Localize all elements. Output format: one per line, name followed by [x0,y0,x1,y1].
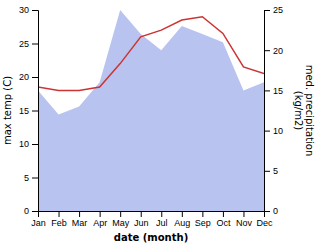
tick-label: Oct [216,218,231,228]
tick-mark [32,178,38,179]
tick-mark [161,211,162,217]
tick-mark [32,77,38,78]
tick-label: Sep [195,218,211,228]
tick-mark [202,211,203,217]
y2-axis: 0 5 10 15 20 25 [264,5,283,216]
tick: Jun [134,211,149,228]
tick-mark [32,144,38,145]
y-axis-title: max temp (C) [2,76,13,145]
tick: 5 [264,166,278,176]
y2-axis-title-line: med. precipitation [304,65,315,157]
tick-mark [264,90,270,91]
tick-mark [32,44,38,45]
tick-label: 0 [24,206,29,216]
tick: Nov [236,211,253,228]
tick: 25 [264,5,283,15]
tick: 0 [24,206,38,216]
tick-mark [141,211,142,217]
tick-label: 15 [19,106,29,116]
tick-label: 0 [273,206,278,216]
line [38,17,264,91]
tick-label: 20 [19,72,29,82]
tick-mark [264,10,270,11]
tick: Aug [174,211,190,228]
tick-label: Jan [31,218,46,228]
tick: 10 [19,139,38,149]
tick-mark [264,171,270,172]
tick-mark [59,211,60,217]
tick: 20 [19,72,38,82]
tick-label: 5 [273,166,278,176]
y2-axis-title: med. precipitation(kg/m2) [293,65,315,157]
tick-mark [100,211,101,217]
tick-label: 10 [19,139,29,149]
tick-mark [223,211,224,217]
tick: 15 [19,106,38,116]
tick-label: 20 [273,46,283,56]
tick-label: 5 [24,173,29,183]
tick-mark [264,50,270,51]
chart-container: JanFebMarAprMayJunJulAugSepOctNovDec0510… [0,0,318,247]
tick-label: Jun [134,218,149,228]
tick-label: Nov [236,218,253,228]
tick: 0 [264,206,278,216]
tick: May [112,211,130,228]
tick-mark [264,211,270,212]
tick-mark [32,211,38,212]
tick: Jul [156,211,168,228]
axis-line [32,11,39,212]
tick-mark [243,211,244,217]
x-axis: Jan Feb Mar Apr May Jun Jul Aug Sep Oct NovDec [31,211,273,228]
tick: Feb [51,211,67,228]
tick-label: Aug [174,218,190,228]
y-axis: 0 5 10 15 20 25 30 [19,5,39,216]
tick-mark [120,211,121,217]
tick-label: Jul [156,218,168,228]
tick-mark [32,10,38,11]
tick: 15 [264,86,283,96]
axis-line [39,212,265,218]
tick: Oct [216,211,231,228]
tick: 20 [264,46,283,56]
tick: 10 [264,126,283,136]
plot: JanFebMarAprMayJunJulAugSepOctNovDec0510… [2,5,315,243]
x-axis-title: date (month) [114,232,188,243]
tick-label: 25 [273,5,283,15]
tick: Jan [31,211,46,228]
tick-label: 25 [19,39,29,49]
marks [38,10,264,211]
tick-label: 30 [19,5,29,15]
tick-label: 15 [273,86,283,96]
tick-mark [79,211,80,217]
tick-label: 10 [273,126,283,136]
tick: 30 [19,5,38,15]
tick-label: Dec [256,218,273,228]
tick-mark [264,131,270,132]
tick-label: Feb [51,218,67,228]
tick: Sep [195,211,211,228]
y2-axis-title-line: (kg/m2) [293,91,304,131]
tick: 5 [24,173,38,183]
tick: Dec [256,211,273,228]
tick: 25 [19,39,38,49]
tick-label: Mar [72,218,88,228]
tick-label: Apr [93,218,107,228]
chart: JanFebMarAprMayJunJulAugSepOctNovDec0510… [0,0,318,247]
tick: Mar [72,211,88,228]
axis-line [265,11,271,212]
tick-mark [182,211,183,217]
tick-label: May [112,218,130,228]
area [38,10,264,211]
tick: Apr [93,211,107,228]
tick-mark [32,111,38,112]
